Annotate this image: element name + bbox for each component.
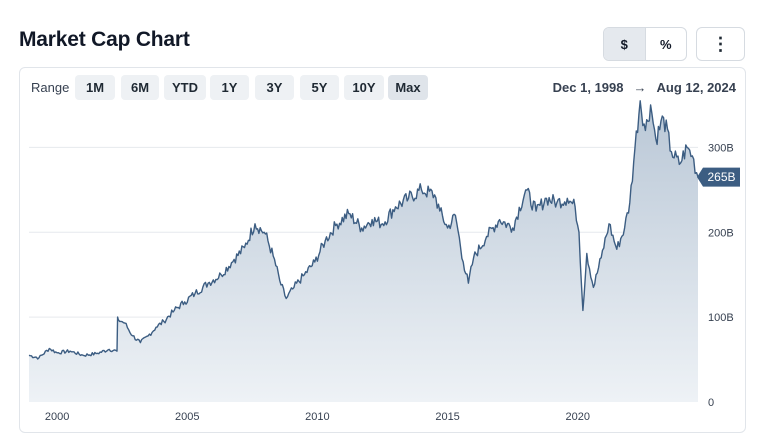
arrow-right-icon: →	[633, 80, 647, 95]
range-10y-button[interactable]: 10Y	[344, 75, 384, 100]
series-line	[28, 100, 699, 360]
y-tick-label: 200B	[708, 227, 734, 239]
unit-toggle: $ %	[603, 27, 687, 61]
last-value-label: 265B	[707, 170, 735, 184]
range-5y-button[interactable]: 5Y	[300, 75, 339, 100]
x-tick-label: 2010	[305, 411, 329, 423]
dollar-toggle-button[interactable]: $	[604, 28, 645, 60]
chart-card	[19, 67, 746, 433]
range-max-button[interactable]: Max	[388, 75, 428, 100]
end-date: Aug 12, 2024	[656, 80, 737, 95]
y-tick-label: 300B	[708, 142, 734, 154]
start-date: Dec 1, 1998	[552, 80, 624, 95]
last-value-badge	[697, 167, 740, 187]
more-button[interactable]: ⋮	[696, 27, 745, 61]
page-title: Market Cap Chart	[19, 28, 190, 51]
range-1y-button[interactable]: 1Y	[210, 75, 249, 100]
area-fill	[29, 100, 698, 403]
x-tick-label: 2000	[45, 411, 69, 423]
x-tick-label: 2020	[565, 411, 589, 423]
percent-toggle-button[interactable]: %	[644, 28, 687, 60]
range-1m-button[interactable]: 1M	[75, 75, 115, 100]
x-tick-label: 2015	[435, 411, 459, 423]
date-range: Dec 1, 1998 → Aug 12, 2024	[553, 79, 736, 96]
range-3y-button[interactable]: 3Y	[255, 75, 294, 100]
range-ytd-button[interactable]: YTD	[164, 75, 206, 100]
range-label: Range	[31, 80, 70, 95]
y-tick-label: 0	[708, 397, 714, 409]
y-tick-label: 100B	[708, 312, 734, 324]
more-vertical-icon: ⋮	[711, 33, 730, 54]
x-tick-label: 2005	[175, 411, 199, 423]
range-6m-button[interactable]: 6M	[121, 75, 159, 100]
